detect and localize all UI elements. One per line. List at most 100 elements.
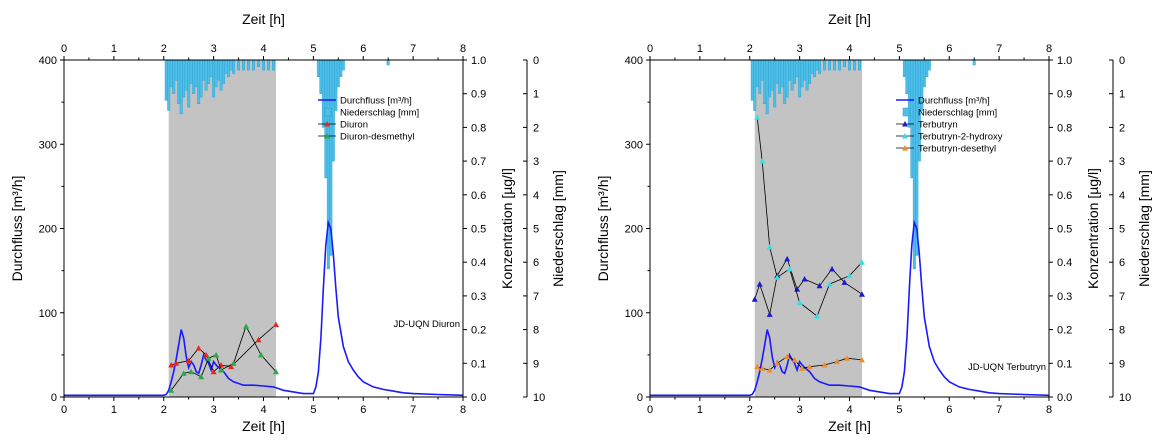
series-line-1 bbox=[171, 324, 277, 373]
precip-tick-label: 5 bbox=[1119, 224, 1125, 236]
precip-bar bbox=[182, 59, 186, 98]
legend: Durchfluss [m³/h]Niederschlag [mm]Diuron… bbox=[318, 96, 419, 143]
x-tick-label-bottom: 3 bbox=[211, 404, 217, 416]
precip-bar bbox=[972, 59, 976, 66]
flow-tick-label: 200 bbox=[625, 224, 643, 236]
x-tick-label-bottom: 4 bbox=[260, 404, 266, 416]
x-tick-label-bottom: 5 bbox=[896, 404, 902, 416]
precip-bar bbox=[207, 59, 211, 84]
series-point-1 bbox=[751, 296, 758, 302]
series-point-1 bbox=[841, 279, 848, 285]
precip-bar bbox=[785, 59, 789, 98]
series-point-2 bbox=[796, 299, 803, 306]
precip-tick-label: 8 bbox=[1119, 325, 1125, 337]
precip-bar bbox=[795, 59, 799, 78]
precip-bar bbox=[783, 59, 787, 105]
precip-bar bbox=[222, 59, 226, 84]
x-tick-label-bottom: 4 bbox=[846, 404, 852, 416]
station-annotation: JD-UQN Terbutryn bbox=[968, 362, 1046, 373]
precip-tick-label: 2 bbox=[1119, 122, 1125, 134]
conc-tick-label: 0.3 bbox=[1057, 291, 1072, 303]
x-tick-label-top: 3 bbox=[797, 43, 803, 55]
flow-tick-label: 200 bbox=[39, 224, 57, 236]
precip-bar bbox=[197, 59, 201, 105]
legend-label: Durchfluss [m³/h] bbox=[340, 96, 412, 107]
x-tick-label-top: 5 bbox=[310, 43, 316, 55]
conc-tick-label: 0.3 bbox=[471, 291, 486, 303]
conc-tick-label: 0.1 bbox=[1057, 358, 1072, 370]
precip-bar bbox=[910, 59, 914, 179]
sampling-interval-shade bbox=[754, 60, 862, 397]
flow-axis-title: Durchfluss [m³/h] bbox=[9, 176, 25, 282]
series-point-3 bbox=[766, 367, 773, 373]
x-tick-label-top: 0 bbox=[647, 43, 653, 55]
precip-bar bbox=[838, 59, 841, 71]
precip-tick-label: 8 bbox=[533, 325, 539, 337]
precip-bar bbox=[760, 59, 764, 81]
precip-axis-title: Niederschlag [mm] bbox=[550, 170, 566, 287]
precip-tick-label: 0 bbox=[533, 55, 539, 67]
precip-bar bbox=[798, 59, 802, 98]
conc-tick-label: 0.0 bbox=[471, 392, 486, 404]
conc-axis-title: Konzentration [µg/l] bbox=[499, 168, 515, 289]
precip-tick-label: 4 bbox=[1119, 190, 1125, 202]
series-line-2 bbox=[756, 117, 863, 317]
precip-bar bbox=[763, 59, 767, 105]
conc-tick-label: 1.0 bbox=[1057, 55, 1072, 67]
precip-bar bbox=[907, 59, 911, 128]
flow-tick-label: 100 bbox=[39, 308, 57, 320]
precip-bar bbox=[902, 59, 906, 78]
precip-bar bbox=[321, 59, 325, 128]
precip-bar bbox=[229, 59, 233, 71]
conc-tick-label: 0.8 bbox=[471, 122, 486, 134]
precip-bar bbox=[177, 59, 181, 105]
precip-bar bbox=[815, 59, 819, 71]
series-point-1 bbox=[272, 321, 279, 328]
x-tick-label-top: 5 bbox=[896, 43, 902, 55]
x-tick-label-bottom: 2 bbox=[161, 404, 167, 416]
series-point-1 bbox=[801, 276, 808, 282]
x-axis-title-top: Zeit [h] bbox=[828, 11, 871, 27]
precip-bar bbox=[922, 59, 926, 88]
precip-bar bbox=[199, 59, 203, 98]
precip-tick-label: 3 bbox=[533, 156, 539, 168]
series-point-1 bbox=[185, 357, 192, 364]
flow-tick-label: 300 bbox=[625, 139, 643, 151]
precip-bar bbox=[326, 59, 330, 270]
precip-bar bbox=[803, 59, 807, 81]
precip-tick-label: 6 bbox=[533, 257, 539, 269]
precip-bar bbox=[204, 59, 208, 91]
precip-bar bbox=[753, 59, 757, 111]
precip-bar bbox=[217, 59, 221, 81]
precip-bar bbox=[242, 59, 245, 71]
conc-tick-label: 0.6 bbox=[1057, 190, 1072, 202]
precip-bar bbox=[793, 59, 797, 84]
series-point-2 bbox=[188, 368, 195, 375]
precip-bar bbox=[765, 59, 769, 115]
precip-bar bbox=[750, 59, 754, 101]
series-point-1 bbox=[195, 345, 202, 351]
legend-label: Niederschlag [mm] bbox=[918, 108, 997, 119]
series-point-2 bbox=[243, 323, 250, 329]
x-tick-label-bottom: 3 bbox=[797, 404, 803, 416]
precip-bar bbox=[758, 59, 762, 94]
series-point-2 bbox=[218, 367, 225, 373]
precip-bar bbox=[790, 59, 794, 91]
precip-bar bbox=[818, 59, 822, 74]
precip-bar bbox=[167, 59, 171, 111]
precip-bar bbox=[227, 59, 231, 78]
series-point-1 bbox=[816, 282, 823, 289]
precip-bar bbox=[262, 59, 265, 71]
precip-bar bbox=[386, 59, 390, 66]
precip-bar bbox=[858, 59, 861, 71]
precip-bar bbox=[805, 59, 809, 91]
precip-bar bbox=[336, 59, 340, 88]
precip-bar bbox=[179, 59, 183, 115]
x-tick-label-top: 8 bbox=[460, 43, 466, 55]
x-tick-label-bottom: 7 bbox=[410, 404, 416, 416]
series-point-2 bbox=[846, 272, 853, 279]
flow-tick-label: 400 bbox=[625, 55, 643, 67]
precip-bar bbox=[331, 59, 335, 162]
flow-tick-label: 0 bbox=[637, 392, 643, 404]
x-tick-label-top: 1 bbox=[697, 43, 703, 55]
